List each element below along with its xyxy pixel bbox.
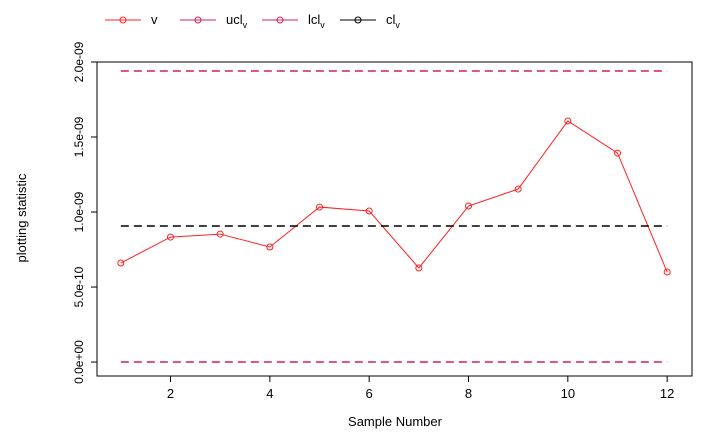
- legend-marker: [119, 16, 127, 24]
- x-tick-label: 4: [266, 386, 273, 401]
- plot-frame: [96, 61, 693, 377]
- y-tick-label: 5.0e-10: [72, 266, 86, 307]
- point: [365, 207, 373, 215]
- legend-label: clv: [386, 12, 400, 30]
- legend-subscript: v: [243, 20, 248, 30]
- y-tick-label: 1.5e-09: [72, 116, 86, 157]
- legend-name: ucl: [226, 12, 243, 27]
- y-axis-label: plotting statistic: [14, 173, 29, 262]
- legend-label: v: [151, 12, 158, 27]
- legend-label: uclv: [226, 12, 248, 30]
- point: [316, 203, 324, 211]
- legend-subscript: v: [320, 20, 325, 30]
- x-axis-label: Sample Number: [348, 414, 443, 429]
- point: [167, 233, 175, 241]
- point: [663, 268, 671, 276]
- x-tick-label: 12: [660, 386, 674, 401]
- point: [216, 230, 224, 238]
- x-tick-label: 6: [366, 386, 373, 401]
- x-tick-label: 10: [561, 386, 575, 401]
- x-tick-label: 2: [167, 386, 174, 401]
- legend-marker: [354, 16, 362, 24]
- legend-name: lcl: [308, 12, 320, 27]
- point: [614, 149, 622, 157]
- legend-subscript: v: [395, 20, 400, 30]
- point: [514, 185, 522, 193]
- y-tick-label: 0.0e+00: [72, 340, 86, 384]
- y-tick-label: 2.0e-09: [72, 41, 86, 82]
- legend-label: lclv: [308, 12, 325, 30]
- legend-marker: [194, 16, 202, 24]
- point: [117, 259, 125, 267]
- y-tick-label: 1.0e-09: [72, 191, 86, 232]
- point: [465, 202, 473, 210]
- legend-name: cl: [386, 12, 396, 27]
- legend-name: v: [151, 12, 158, 27]
- point: [415, 264, 423, 272]
- x-tick-label: 8: [465, 386, 472, 401]
- series-line: [120, 120, 668, 273]
- legend-marker: [276, 16, 284, 24]
- point: [266, 243, 274, 251]
- point: [564, 117, 572, 125]
